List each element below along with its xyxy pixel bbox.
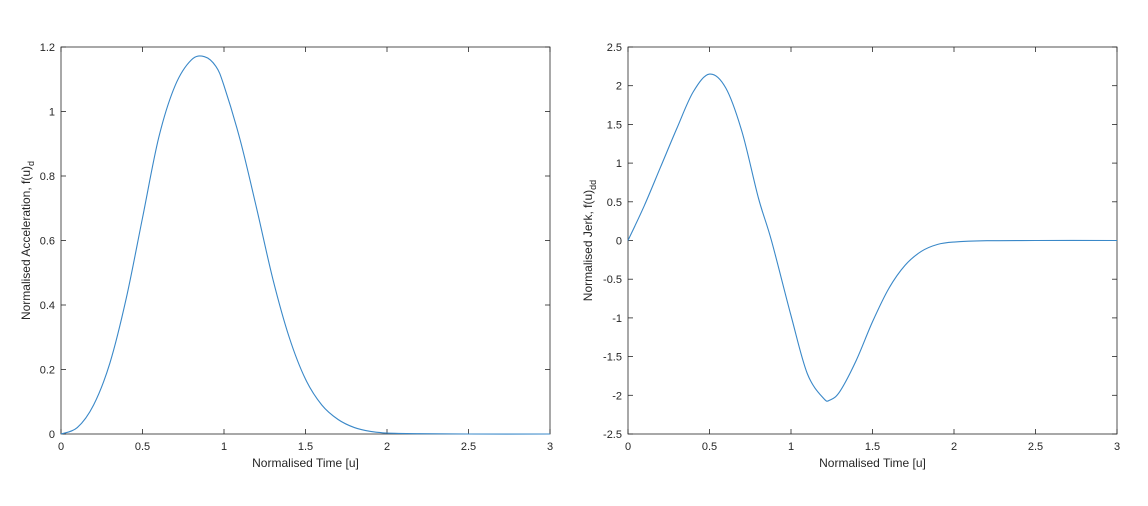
- y-axis-label-subscript: dd: [588, 180, 598, 190]
- y-tick-label: -2: [612, 390, 622, 402]
- chart-panel-1: 0 0.5 1 1.5 2 2.5 3 0 0.2 0.4 0.6 0.8 1 1.2 Normalised…: [19, 42, 553, 470]
- chart-panel-2: 0 0.5 1 1.5 2 2.5 3 -2.5 -2 -1.5 -1 -0.5 0 0.5 1 1.5 2 2.…: [581, 42, 1120, 470]
- y-tick-label: -1.5: [603, 352, 622, 364]
- y-tick-label: 0: [616, 236, 622, 248]
- y-tick-label: 0.4: [40, 300, 55, 312]
- y-tick-label: 1.2: [40, 42, 55, 54]
- y-tick-label: 0.5: [607, 197, 622, 209]
- x-tick-label: 1: [221, 441, 227, 453]
- y-axis-label-text: Normalised Jerk, f(u): [581, 190, 595, 301]
- y-tick-label: 0.2: [40, 365, 55, 377]
- y-axis-label: Normalised Jerk, f(u)dd: [581, 180, 598, 301]
- y-tick-label: 0.8: [40, 171, 55, 183]
- y-axis-label: Normalised Acceleration, f(u)d: [19, 161, 36, 320]
- x-tick-label: 2: [384, 441, 390, 453]
- series-line-1: [60, 55, 551, 435]
- x-tick-label: 3: [547, 441, 553, 453]
- x-tick-label: 0: [58, 441, 64, 453]
- x-axis-label: Normalised Time [u]: [819, 456, 926, 470]
- x-axis-label: Normalised Time [u]: [252, 456, 359, 470]
- x-tick-label: 2.5: [461, 441, 476, 453]
- y-tick-label: 1.5: [607, 119, 622, 131]
- y-tick-label: 1: [49, 107, 55, 119]
- x-tick-label: 1.5: [865, 441, 880, 453]
- x-tick-label: 0.5: [702, 441, 717, 453]
- y-tick-label: 1: [616, 158, 622, 170]
- y-tick-label: 0: [49, 429, 55, 441]
- y-tick-label: 2: [616, 81, 622, 93]
- x-tick-label: 1.5: [298, 441, 313, 453]
- x-tick-label: 3: [1114, 441, 1120, 453]
- x-tick-label: 0: [625, 441, 631, 453]
- x-tick-label: 2.5: [1028, 441, 1043, 453]
- series-line-1: [627, 73, 1118, 402]
- y-axis-label-text: Normalised Acceleration, f(u): [19, 166, 33, 320]
- x-tick-label: 1: [788, 441, 794, 453]
- x-tick-label: 2: [951, 441, 957, 453]
- axes-frame: [60, 46, 551, 435]
- y-tick-label: 0.6: [40, 236, 55, 248]
- y-tick-label: -1: [612, 313, 622, 325]
- y-axis-label-subscript: d: [26, 161, 36, 166]
- y-tick-label: -2.5: [603, 429, 622, 441]
- x-tick-label: 0.5: [135, 441, 150, 453]
- y-tick-label: -0.5: [603, 274, 622, 286]
- y-tick-label: 2.5: [607, 42, 622, 54]
